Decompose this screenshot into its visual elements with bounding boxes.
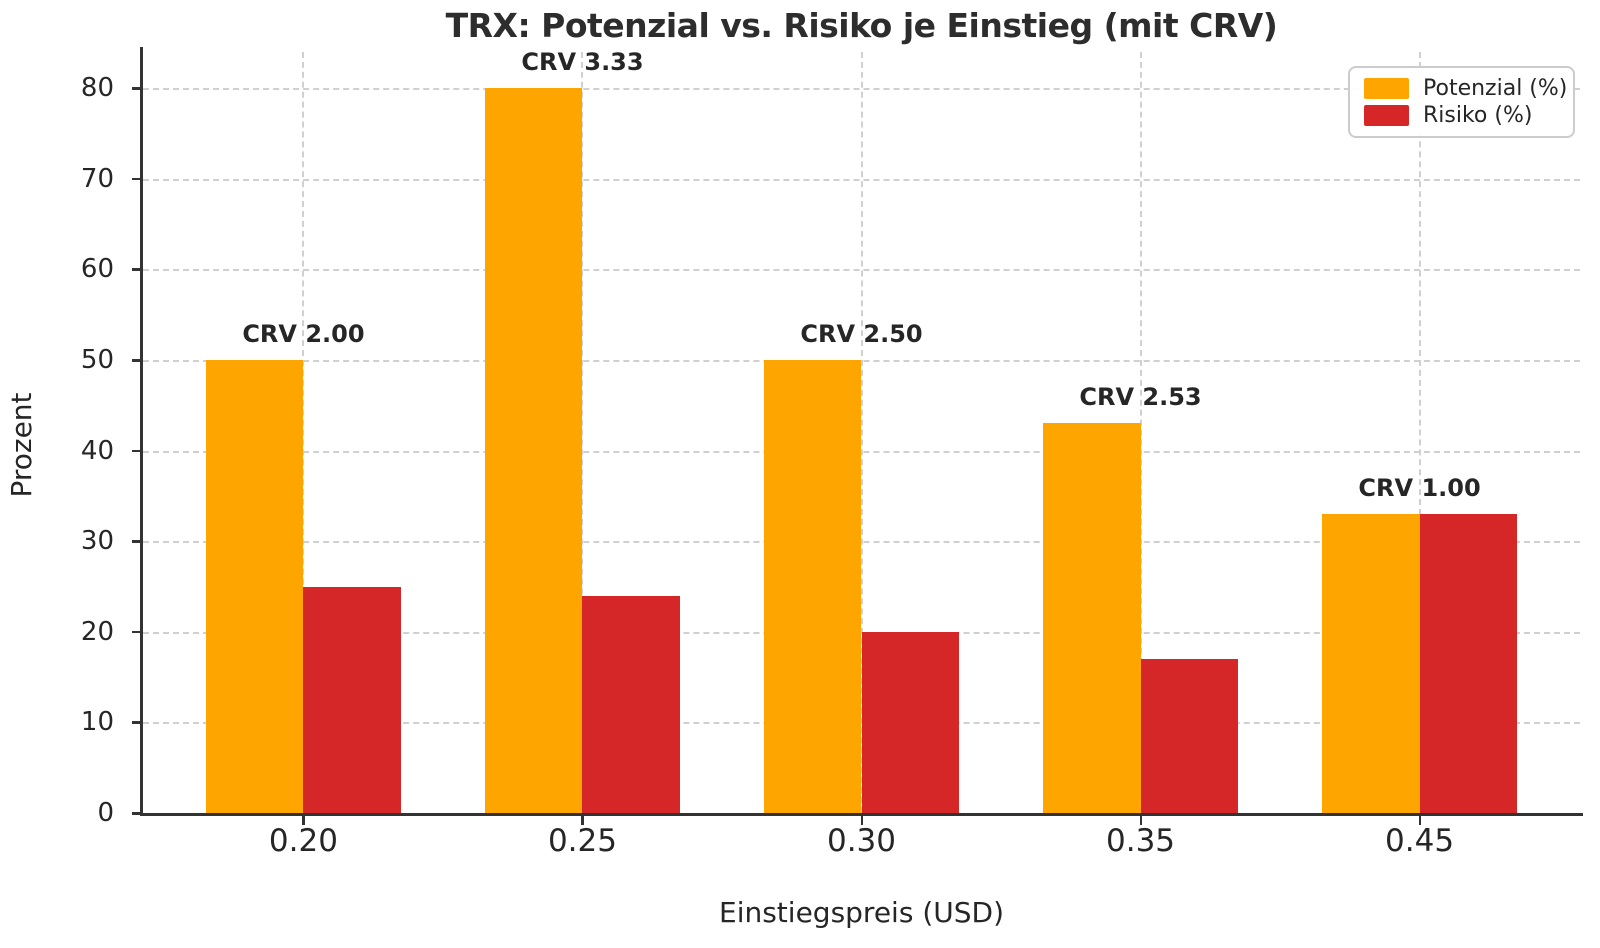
- y-tick-label: 30: [80, 526, 114, 557]
- crv-annotation: CRV 2.50: [800, 320, 923, 349]
- y-axis-tick: [132, 87, 141, 90]
- y-tick-label: 70: [80, 163, 114, 194]
- bar-risiko: [861, 631, 960, 813]
- legend: Potenzial (%) Risiko (%): [1348, 66, 1575, 138]
- x-gridline: [302, 52, 305, 813]
- bar-potenzial: [484, 88, 583, 813]
- y-tick-label: 80: [80, 73, 114, 104]
- legend-label: Potenzial (%): [1423, 76, 1568, 101]
- y-axis-tick: [132, 630, 141, 634]
- legend-item: Risiko (%): [1364, 102, 1559, 129]
- legend-swatch: [1364, 78, 1409, 99]
- x-axis-spine: [140, 813, 1583, 816]
- y-tick-label: 20: [80, 616, 114, 647]
- y-tick-label: 0: [97, 798, 114, 828]
- y-axis-tick: [132, 359, 141, 362]
- y-axis-tick: [132, 449, 141, 453]
- crv-annotation: CRV 3.33: [521, 48, 644, 77]
- bar-risiko: [303, 586, 402, 813]
- crv-annotation: CRV 2.53: [1079, 383, 1202, 412]
- x-gridline: [581, 52, 584, 813]
- bar-potenzial: [763, 360, 862, 813]
- legend-swatch: [1364, 105, 1409, 126]
- bar-potenzial: [205, 360, 304, 813]
- bar-risiko: [1140, 659, 1239, 813]
- legend-label: Risiko (%): [1423, 103, 1533, 128]
- y-tick-label: 40: [80, 435, 114, 466]
- bar-potenzial: [1321, 514, 1420, 813]
- y-axis-tick: [132, 540, 141, 543]
- y-axis-tick: [132, 177, 141, 181]
- y-axis-spine: [140, 47, 143, 816]
- x-gridline: [860, 52, 863, 813]
- x-tick-label: 0.35: [1106, 823, 1176, 859]
- y-tick-label: 50: [80, 345, 114, 376]
- y-tick-label: 10: [80, 707, 114, 738]
- x-axis-tick: [302, 816, 305, 825]
- y-axis-tick: [132, 812, 141, 815]
- y-axis-tick: [132, 268, 141, 271]
- y-tick-label: 60: [80, 254, 114, 285]
- bar-potenzial: [1042, 423, 1141, 813]
- bar-risiko: [1419, 514, 1518, 813]
- x-axis-label: Einstiegspreis (USD): [719, 896, 1004, 929]
- x-axis-tick: [1418, 816, 1422, 825]
- x-tick-label: 0.30: [826, 823, 897, 859]
- crv-annotation: CRV 2.00: [242, 320, 365, 349]
- x-tick-label: 0.25: [547, 823, 617, 859]
- bar-risiko: [582, 595, 681, 813]
- y-axis-tick: [132, 721, 141, 724]
- x-axis-tick: [860, 816, 863, 825]
- plot-area: CRV 2.00 CRV 3.33 CRV 2.50 CRV 2.53 CRV 1.00: [143, 48, 1580, 813]
- x-axis-tick: [1139, 816, 1143, 825]
- x-axis-tick: [581, 816, 584, 825]
- x-tick-label: 0.45: [1385, 823, 1455, 859]
- x-gridline: [1418, 52, 1421, 813]
- crv-annotation: CRV 1.00: [1358, 474, 1481, 503]
- legend-item: Potenzial (%): [1364, 75, 1567, 102]
- x-tick-label: 0.20: [268, 823, 338, 859]
- x-gridline: [1139, 52, 1142, 813]
- chart-title: TRX: Potenzial vs. Risiko je Einstieg (m…: [445, 6, 1278, 45]
